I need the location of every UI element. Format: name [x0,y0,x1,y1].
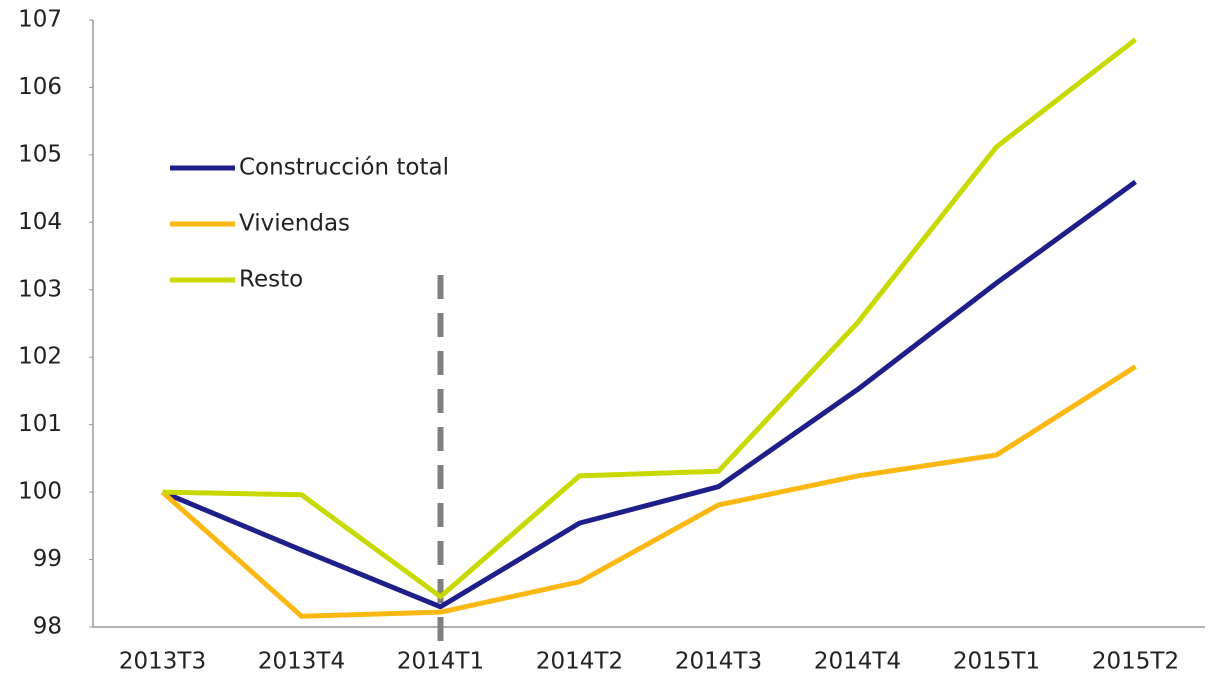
y-tick-label: 104 [18,209,62,235]
legend-label: Viviendas [239,211,350,237]
series-line [162,37,1138,600]
y-tick-label: 102 [18,344,62,370]
x-tick-label: 2015T1 [953,649,1040,675]
y-tick-label: 107 [18,7,62,33]
legend-label: Construcción total [239,155,449,181]
legend-label: Resto [239,267,303,293]
y-tick-label: 101 [18,411,62,437]
x-tick-label: 2014T4 [814,649,901,675]
x-tick-label: 2013T4 [258,649,345,675]
series-line [161,179,1137,610]
x-tick-label: 2015T2 [1092,649,1179,675]
y-tick-label: 99 [33,546,62,572]
y-tick-label: 98 [33,614,62,640]
x-tick-label: 2013T3 [119,649,206,675]
y-tick-label: 106 [18,74,62,100]
x-tick-label: 2014T1 [397,649,484,675]
y-tick-label: 105 [18,141,62,167]
series-line [160,364,1137,619]
y-tick-label: 100 [18,479,62,505]
y-tick-label: 103 [18,276,62,302]
x-tick-label: 2014T2 [536,649,623,675]
x-tick-label: 2014T3 [675,649,762,675]
